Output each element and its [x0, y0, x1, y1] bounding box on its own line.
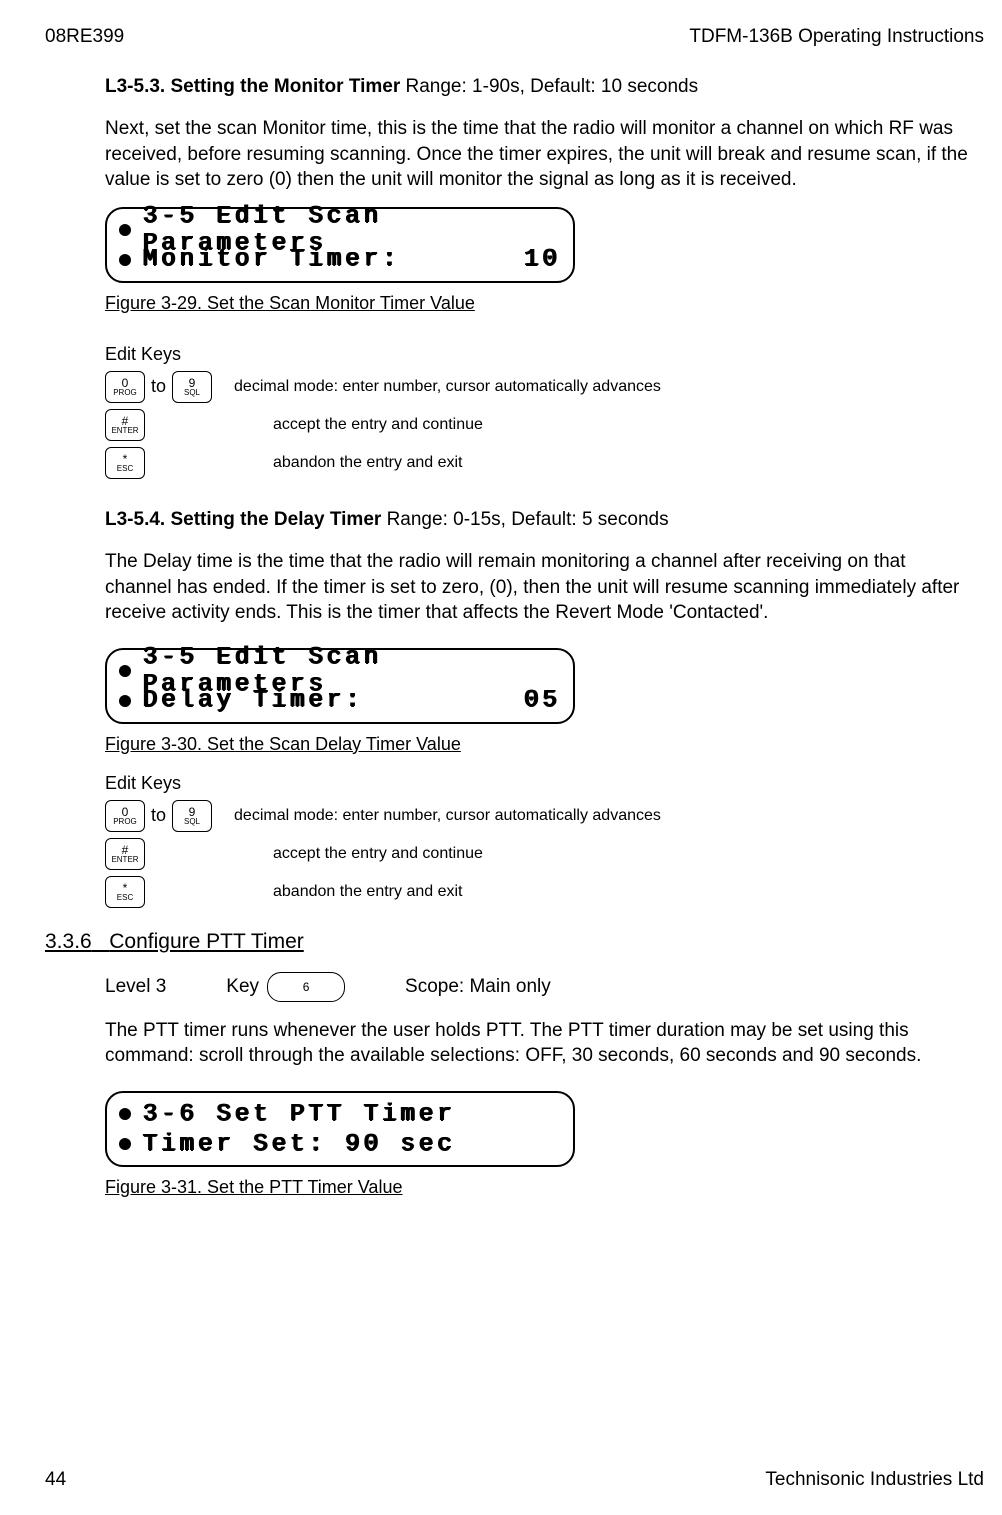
lcd-value: 05	[524, 687, 561, 714]
lcd-dot-icon	[119, 254, 131, 266]
edit-keys-title: Edit Keys	[105, 773, 976, 794]
key-star: *ESC	[105, 876, 145, 908]
key-desc: accept the entry and continue	[273, 845, 483, 863]
key-hash: #ENTER	[105, 838, 145, 870]
section-title-bold: L3-5.3. Setting the Monitor Timer	[105, 76, 400, 97]
key-to-label: to	[151, 805, 166, 826]
key-9: 9SQL	[172, 371, 212, 403]
lcd-line-1: 3-5 Edit Scan Parameters	[119, 215, 561, 245]
lcd-text: Delay Timer:	[143, 687, 364, 714]
lcd-display-ptt: 3-6 Set PTT Timer Timer Set: 90 sec	[105, 1091, 575, 1167]
key-row-numbers: 0PROG to 9SQL decimal mode: enter number…	[105, 371, 976, 403]
key-desc: abandon the entry and exit	[273, 883, 462, 901]
subsection-heading: 3.3.6 Configure PTT Timer	[45, 930, 976, 954]
subsection-title: Configure PTT Timer	[109, 930, 304, 953]
key-desc: decimal mode: enter number, cursor autom…	[234, 807, 661, 825]
section-para-delay: The Delay time is the time that the radi…	[105, 549, 976, 626]
header-left: 08RE399	[45, 26, 124, 48]
lcd-dot-icon	[119, 665, 131, 677]
key-label: Key	[226, 976, 259, 998]
figure-caption-30: Figure 3-30. Set the Scan Delay Timer Va…	[105, 734, 976, 755]
lcd-line-1: 3-6 Set PTT Timer	[119, 1099, 561, 1129]
key-9: 9SQL	[172, 800, 212, 832]
key-row-esc: *ESC abandon the entry and exit	[105, 876, 976, 908]
key-0: 0PROG	[105, 371, 145, 403]
key-desc: accept the entry and continue	[273, 416, 483, 434]
key-hash: #ENTER	[105, 409, 145, 441]
section-title-monitor: L3-5.3. Setting the Monitor Timer Range:…	[105, 76, 976, 98]
key-star: *ESC	[105, 447, 145, 479]
figure-caption-31: Figure 3-31. Set the PTT Timer Value	[105, 1177, 976, 1198]
level-label: Level 3	[105, 976, 166, 998]
lcd-dot-icon	[119, 1108, 131, 1120]
page-footer: 44 Technisonic Industries Ltd	[45, 1469, 984, 1491]
header-right: TDFM-136B Operating Instructions	[689, 26, 984, 48]
key-desc: decimal mode: enter number, cursor autom…	[234, 378, 661, 396]
footer-company: Technisonic Industries Ltd	[765, 1469, 984, 1491]
page: 08RE399 TDFM-136B Operating Instructions…	[0, 0, 1002, 1515]
edit-keys-title: Edit Keys	[105, 344, 976, 365]
lcd-text: 3-6 Set PTT Timer	[143, 1101, 456, 1128]
subsection-number: 3.3.6	[45, 930, 92, 953]
key-row-enter: #ENTER accept the entry and continue	[105, 409, 976, 441]
key-6: 6	[267, 972, 345, 1002]
section-para-monitor: Next, set the scan Monitor time, this is…	[105, 116, 976, 193]
lcd-dot-icon	[119, 1138, 131, 1150]
lcd-dot-icon	[119, 224, 131, 236]
footer-page-number: 44	[45, 1469, 66, 1491]
lcd-line-1: 3-5 Edit Scan Parameters	[119, 656, 561, 686]
key-row-esc: *ESC abandon the entry and exit	[105, 447, 976, 479]
lcd-dot-icon	[119, 695, 131, 707]
section-para-ptt: The PTT timer runs whenever the user hol…	[105, 1018, 976, 1069]
lcd-line-2: Timer Set: 90 sec	[119, 1129, 561, 1159]
page-header: 08RE399 TDFM-136B Operating Instructions	[45, 26, 984, 48]
key-0: 0PROG	[105, 800, 145, 832]
section-title-rest: Range: 1-90s, Default: 10 seconds	[400, 76, 698, 97]
lcd-text: Monitor Timer:	[143, 246, 401, 273]
key-to-label: to	[151, 376, 166, 397]
section-title-bold: L3-5.4. Setting the Delay Timer	[105, 509, 381, 530]
key-row-enter: #ENTER accept the entry and continue	[105, 838, 976, 870]
lcd-display-monitor: 3-5 Edit Scan Parameters Monitor Timer: …	[105, 207, 575, 283]
lcd-value: 10	[524, 246, 561, 273]
figure-caption-29: Figure 3-29. Set the Scan Monitor Timer …	[105, 293, 976, 314]
section-title-rest: Range: 0-15s, Default: 5 seconds	[381, 509, 668, 530]
scope-label: Scope: Main only	[405, 976, 551, 998]
key-row-numbers: 0PROG to 9SQL decimal mode: enter number…	[105, 800, 976, 832]
key-desc: abandon the entry and exit	[273, 454, 462, 472]
lcd-text: Timer Set: 90 sec	[143, 1131, 456, 1158]
lcd-display-delay: 3-5 Edit Scan Parameters Delay Timer: 05	[105, 648, 575, 724]
page-content: L3-5.3. Setting the Monitor Timer Range:…	[45, 76, 984, 1198]
section-title-delay: L3-5.4. Setting the Delay Timer Range: 0…	[105, 509, 976, 531]
level-key-scope-row: Level 3 Key 6 Scope: Main only	[105, 972, 976, 1002]
